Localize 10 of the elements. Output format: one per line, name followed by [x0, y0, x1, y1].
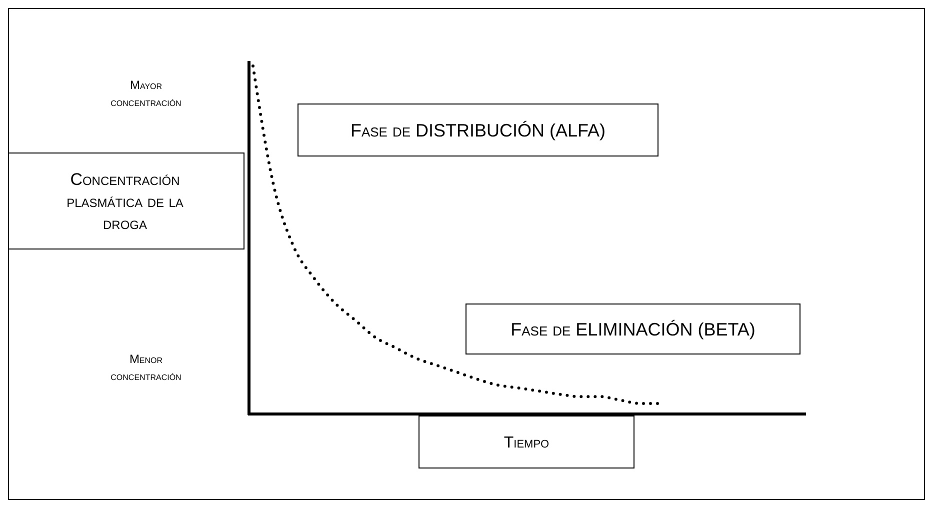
annotation: Fase de ELIMINACIÓN (BETA)	[510, 319, 756, 340]
text-box: Fase de ELIMINACIÓN (BETA)	[466, 304, 800, 354]
text-box: Tiempo	[418, 416, 634, 468]
text-box: Concentración plasmática de la droga	[8, 152, 244, 250]
text-box: Fase de DISTRIBUCIÓN (ALFA)	[298, 104, 658, 156]
y-axis-title: Concentración plasmática de la droga	[66, 170, 184, 234]
text: Mayor concentración	[110, 78, 182, 109]
text: Menor concentración	[110, 352, 182, 383]
x-axis-title: Tiempo	[504, 434, 550, 452]
annotation: Fase de DISTRIBUCIÓN (ALFA)	[350, 120, 606, 140]
